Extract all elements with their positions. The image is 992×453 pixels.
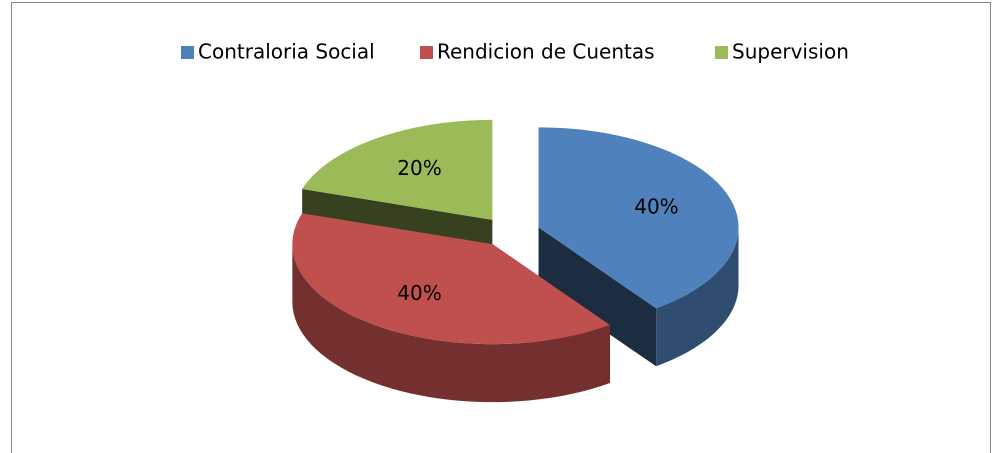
legend-swatch <box>181 46 194 59</box>
slice-wall <box>656 227 739 367</box>
pie-slice <box>538 127 739 367</box>
slice-top <box>292 213 610 345</box>
data-label: 40% <box>634 195 678 219</box>
legend-swatch <box>420 46 433 59</box>
slice-wall <box>292 244 610 403</box>
data-label: 40% <box>397 281 441 305</box>
legend-swatch <box>715 46 728 59</box>
pie-slice <box>292 213 610 403</box>
legend-label: Rendicion de Cuentas <box>437 40 655 64</box>
slice-top <box>538 127 739 309</box>
slice-side <box>538 227 657 367</box>
data-label: 20% <box>397 156 441 180</box>
legend-label: Supervision <box>732 40 849 64</box>
legend-label: Contraloria Social <box>198 40 375 64</box>
slice-top <box>302 119 493 220</box>
